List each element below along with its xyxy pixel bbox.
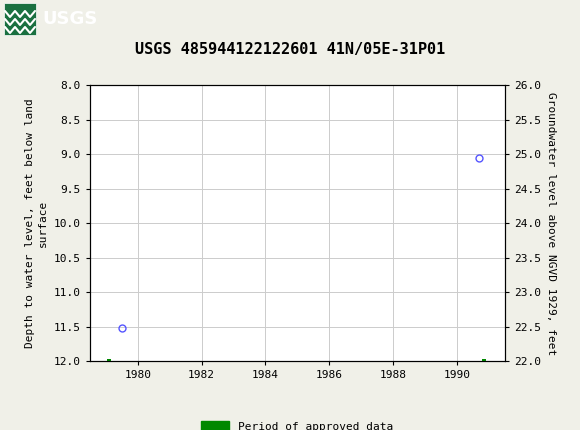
Text: USGS: USGS — [42, 10, 97, 28]
Y-axis label: Depth to water level, feet below land
surface: Depth to water level, feet below land su… — [25, 98, 48, 348]
FancyBboxPatch shape — [4, 3, 36, 35]
Text: USGS 485944122122601 41N/05E-31P01: USGS 485944122122601 41N/05E-31P01 — [135, 42, 445, 57]
Legend: Period of approved data: Period of approved data — [197, 417, 398, 430]
Y-axis label: Groundwater level above NGVD 1929, feet: Groundwater level above NGVD 1929, feet — [546, 92, 556, 355]
